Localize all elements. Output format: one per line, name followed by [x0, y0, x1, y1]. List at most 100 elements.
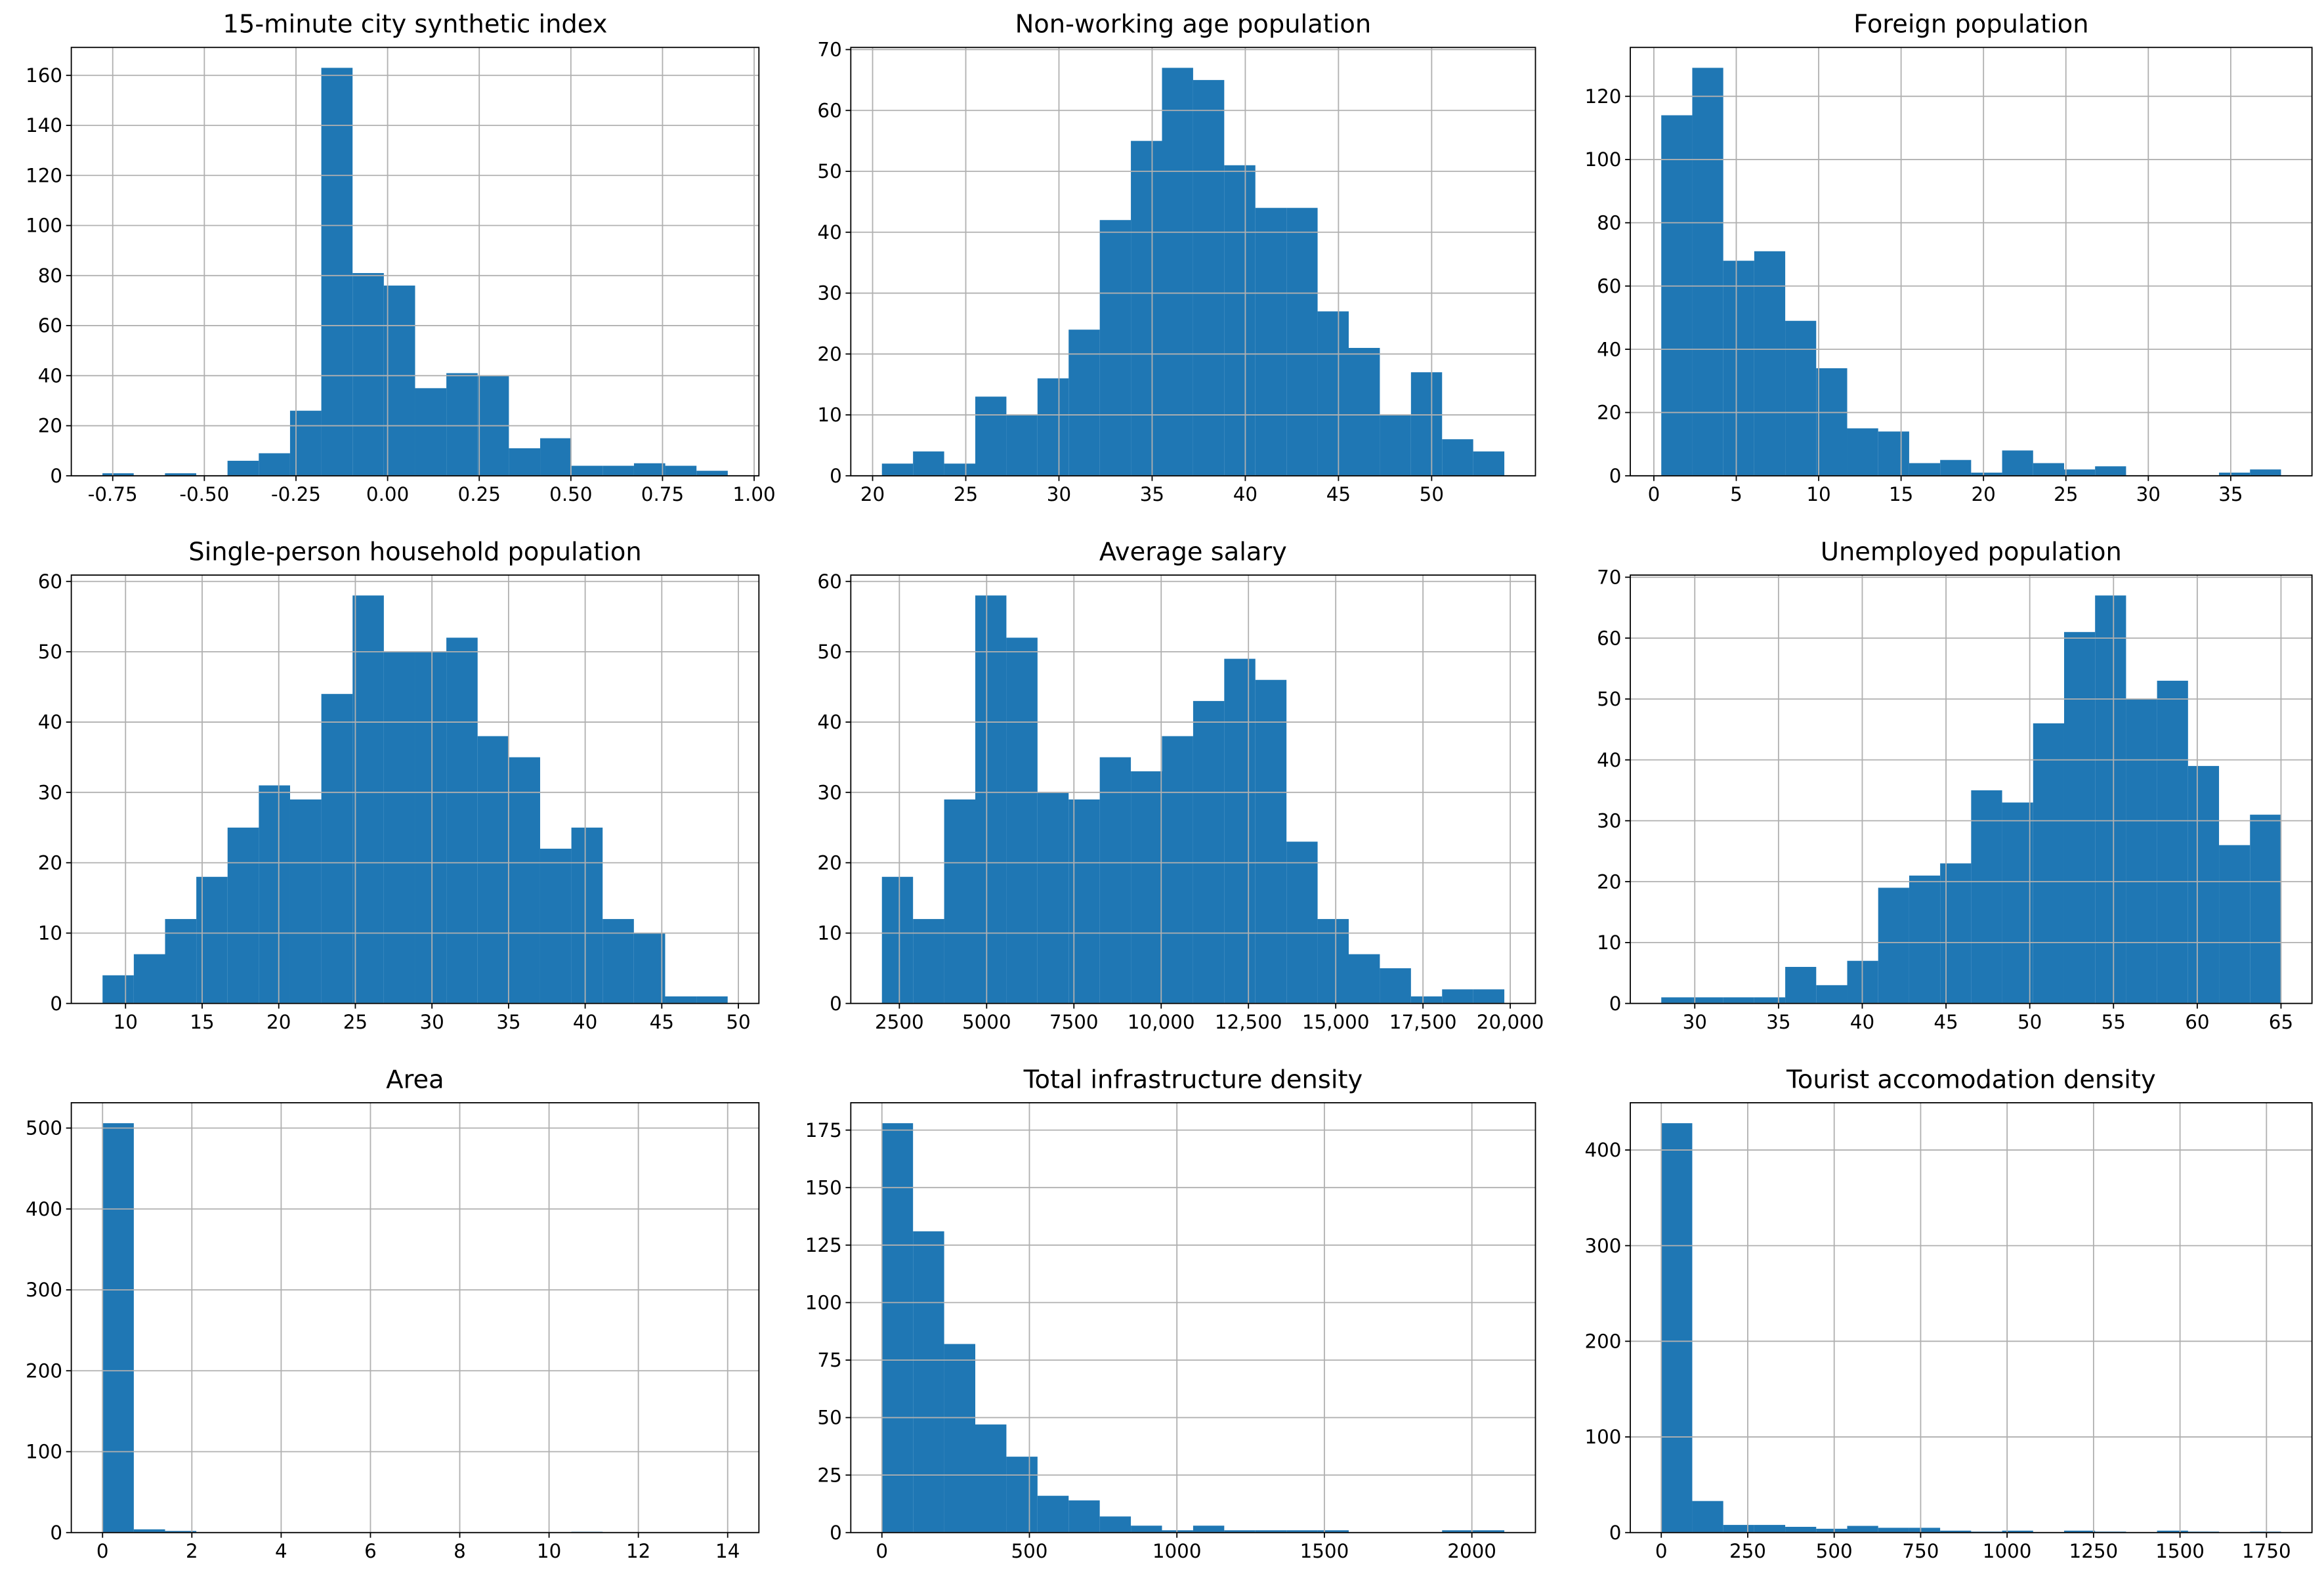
bar: [913, 1231, 944, 1533]
y-tick-label: 40: [1597, 338, 1621, 360]
chart-title: Foreign population: [1853, 10, 2088, 39]
bar: [227, 460, 259, 476]
bar: [2002, 1530, 2033, 1533]
bar: [1940, 459, 1972, 476]
chart-title: Single-person household population: [188, 538, 642, 567]
y-tick-label: 0: [1609, 993, 1622, 1015]
bar: [1131, 140, 1162, 476]
bar: [2063, 469, 2096, 476]
bar: [2095, 595, 2126, 1004]
y-tick-label: 100: [26, 1441, 62, 1463]
axes-frame: [70, 1102, 760, 1533]
bar: [1473, 989, 1505, 1004]
x-tick-label: 1250: [2069, 1540, 2119, 1562]
y-tick-label: 30: [1597, 810, 1621, 832]
axes-frame: [850, 47, 1536, 477]
y-tick-label: 10: [817, 404, 841, 426]
axes-frame: [1630, 47, 2313, 477]
x-tick-label: 0.75: [641, 483, 684, 505]
x-tick-label: 12: [626, 1540, 650, 1562]
axes-frame: [850, 574, 1536, 1004]
bar: [2095, 466, 2126, 476]
x-tick-label: 2000: [1447, 1540, 1496, 1562]
y-tick-label: 80: [1597, 212, 1621, 234]
x-tick-label: 55: [2102, 1011, 2126, 1033]
bar: [1317, 311, 1349, 476]
y-tick-label: 25: [817, 1464, 841, 1486]
bar: [165, 919, 197, 1004]
bar: [2002, 802, 2033, 1004]
bar: [913, 919, 944, 1004]
bar: [539, 848, 572, 1004]
bar: [1940, 1530, 1972, 1533]
y-tick-label: 30: [817, 282, 841, 305]
x-tick-label: 17,500: [1389, 1011, 1457, 1033]
bar: [415, 651, 447, 1004]
bar: [944, 799, 975, 1004]
bar: [2033, 463, 2064, 476]
bar: [1162, 68, 1193, 476]
y-tick-label: 400: [1584, 1139, 1621, 1161]
bar: [1723, 1525, 1754, 1533]
bar: [1816, 368, 1848, 476]
bar: [2063, 631, 2096, 1004]
y-tick-label: 60: [1597, 627, 1621, 649]
bar: [227, 827, 259, 1004]
y-tick-label: 20: [817, 852, 841, 874]
chart-title: Total infrastructure density: [1023, 1065, 1363, 1094]
x-tick-label: 60: [2185, 1011, 2209, 1033]
x-tick-label: 35: [496, 1011, 520, 1033]
x-tick-label: 0.00: [366, 483, 409, 505]
bar: [1006, 1457, 1038, 1533]
y-tick-label: 0: [830, 993, 842, 1015]
x-tick-label: 1000: [1152, 1540, 1202, 1562]
bar: [1661, 115, 1693, 476]
x-tick-label: 4: [275, 1540, 287, 1562]
chart-title: Tourist accomodation density: [1786, 1065, 2156, 1094]
y-tick-label: 300: [1584, 1235, 1621, 1257]
x-tick-label: 25: [343, 1011, 368, 1033]
bar: [1661, 1123, 1693, 1533]
bar: [321, 68, 353, 476]
bar: [1909, 1527, 1941, 1533]
bar: [102, 473, 134, 476]
bar: [1162, 1530, 1193, 1533]
bar: [881, 876, 914, 1004]
y-tick-label: 100: [1584, 148, 1621, 171]
bar: [696, 471, 728, 476]
y-tick-label: 70: [1597, 566, 1621, 589]
x-tick-label: -0.75: [88, 483, 138, 505]
bar: [975, 1424, 1007, 1533]
y-tick-label: 0: [50, 993, 62, 1015]
bar: [1692, 1501, 1723, 1533]
bar: [2250, 815, 2281, 1004]
bar: [1037, 1495, 1069, 1533]
x-tick-label: 1.00: [732, 483, 775, 505]
bar: [1068, 799, 1100, 1004]
bar: [1193, 700, 1225, 1004]
chart-title: 15-minute city synthetic index: [223, 10, 608, 39]
x-tick-label: 1750: [2242, 1540, 2291, 1562]
bar: [1473, 451, 1505, 476]
x-tick-label: 35: [1140, 483, 1164, 505]
bar: [1878, 1527, 1909, 1533]
bar: [1224, 165, 1256, 476]
y-tick-label: 40: [38, 711, 62, 733]
bar: [446, 637, 478, 1004]
y-tick-label: 50: [38, 641, 62, 663]
bar: [1317, 1530, 1349, 1533]
bar: [259, 453, 290, 476]
y-tick-label: 70: [817, 39, 841, 61]
bar: [1692, 68, 1723, 476]
bar: [1754, 997, 1786, 1004]
x-tick-label: 10: [114, 1011, 138, 1033]
bar: [1847, 428, 1878, 476]
x-tick-label: 50: [2018, 1011, 2042, 1033]
bar: [696, 996, 728, 1004]
bar: [1162, 736, 1193, 1004]
bar: [602, 919, 634, 1004]
x-tick-label: 0: [96, 1540, 109, 1562]
bar: [1131, 1526, 1162, 1533]
bar: [1193, 1526, 1225, 1533]
bar: [602, 465, 634, 476]
